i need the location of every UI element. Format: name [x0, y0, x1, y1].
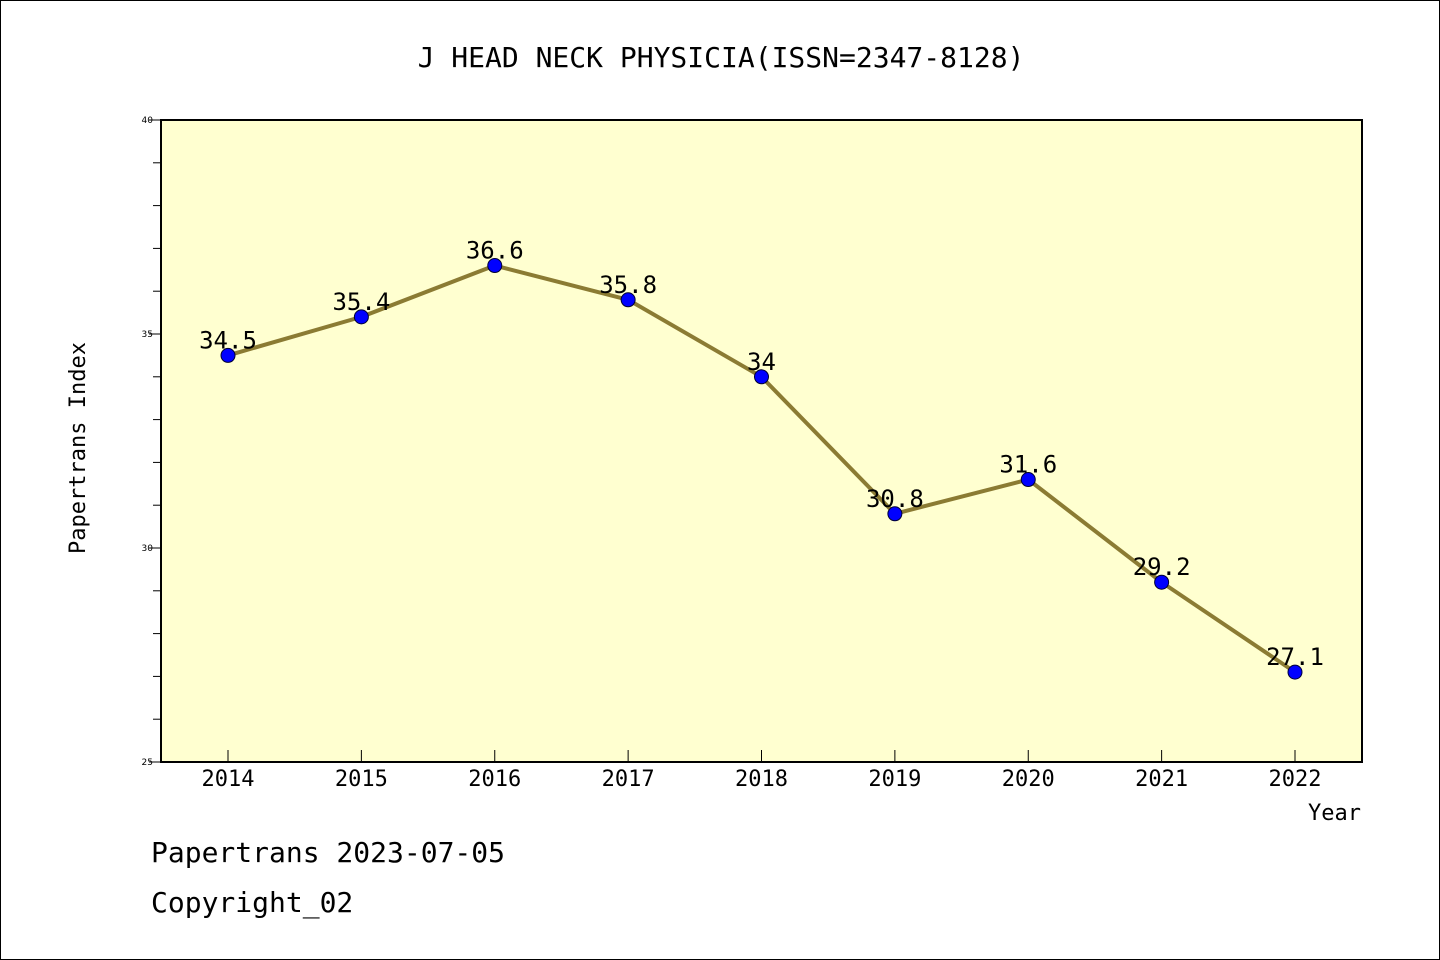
data-label: 36.6: [466, 237, 524, 265]
x-axis: 2014 2015 2016 2017 2018 2019 2020 2021 2022: [202, 750, 1322, 792]
data-point: [1154, 574, 1170, 590]
plot-area: [160, 119, 1363, 763]
chart-title: J HEAD NECK PHYSICIA(ISSN=2347-8128): [418, 41, 1025, 74]
footer-copyright-text: Copyright_02: [151, 886, 354, 919]
y-tick-label: 40: [142, 116, 154, 126]
data-point: [754, 369, 769, 385]
data-point: [1020, 472, 1036, 488]
x-tick-label: 2016: [468, 767, 521, 792]
x-tick-label: 2014: [202, 767, 255, 792]
data-point: [220, 347, 236, 363]
y-tick-label: 35: [142, 330, 153, 340]
data-label: 34: [747, 348, 776, 376]
x-tick-label: 2018: [735, 767, 788, 792]
y-tick-label: 25: [142, 758, 153, 768]
footer-date-text: Papertrans 2023-07-05: [151, 836, 506, 869]
y-axis: 25 30 35 40: [142, 116, 161, 768]
data-point: [1287, 664, 1303, 680]
data-label: 27.1: [1266, 643, 1324, 671]
x-tick-label: 2021: [1135, 767, 1188, 792]
x-axis-label: Year: [1308, 801, 1361, 826]
data-label: 35.4: [332, 288, 390, 316]
x-tick-label: 2019: [868, 767, 921, 792]
x-tick-label: 2022: [1269, 767, 1322, 792]
data-point: [887, 506, 903, 522]
data-point: [353, 309, 369, 325]
x-tick-label: 2020: [1002, 767, 1055, 792]
y-axis-label: Papertrans Index: [66, 342, 91, 554]
x-tick-label: 2015: [335, 767, 388, 792]
x-tick-label: 2017: [602, 767, 655, 792]
data-point: [620, 292, 636, 308]
y-tick-label: 30: [142, 544, 154, 554]
data-label: 30.8: [866, 485, 924, 513]
data-point: [487, 258, 503, 274]
series: 34.5 35.4 36.6 35.8 34 30.8 31.6 29.2 27.1: [199, 237, 1324, 680]
data-label: 34.5: [199, 326, 257, 354]
data-label: 31.6: [999, 451, 1057, 479]
data-label: 35.8: [599, 271, 657, 299]
data-label: 29.2: [1133, 553, 1191, 581]
